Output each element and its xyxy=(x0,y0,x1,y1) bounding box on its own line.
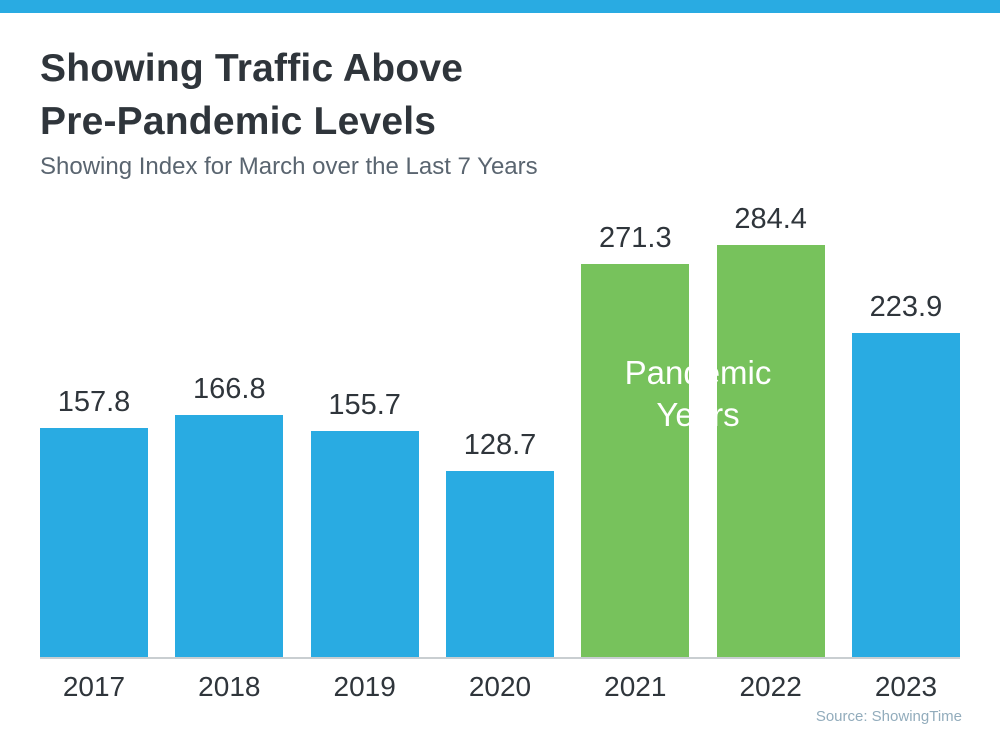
plot-area: 157.8 166.8 155.7 128.7 271.3 284.4 223.9 xyxy=(40,200,960,657)
bar-value-label-2019: 155.7 xyxy=(328,389,401,421)
bar-value-label-2023: 223.9 xyxy=(869,291,943,323)
pandemic-years-label: Pandemic Years xyxy=(572,352,824,436)
x-axis-labels: 2017 2018 2019 2020 2021 2022 2023 xyxy=(40,671,960,703)
x-tick-2019: 2019 xyxy=(333,671,396,702)
bar-column-2020: 128.7 xyxy=(445,429,554,657)
bar-column-2017: 157.8 xyxy=(40,386,148,657)
x-tick-2017: 2017 xyxy=(62,671,126,702)
bar-chart: 157.8 166.8 155.7 128.7 271.3 284.4 223.9 xyxy=(40,200,960,659)
x-tick-2018: 2018 xyxy=(198,671,261,702)
source-credit: Source: ShowingTime xyxy=(815,708,962,725)
chart-title: Showing Traffic Above Pre-Pandemic Level… xyxy=(40,42,463,148)
pandemic-years-label-line1: Pandemic xyxy=(624,354,772,391)
bar-column-2022: 284.4 xyxy=(716,203,825,657)
chart-title-line2: Pre-Pandemic Levels xyxy=(40,100,437,143)
accent-bar xyxy=(0,0,1000,13)
bar-2018 xyxy=(175,415,284,657)
bar-2021 xyxy=(581,264,690,657)
bar-2019 xyxy=(310,431,419,657)
chart-subtitle: Showing Index for March over the Last 7 … xyxy=(40,153,538,180)
x-tick-2023: 2023 xyxy=(874,671,938,702)
bar-column-2018: 166.8 xyxy=(175,373,284,657)
bar-value-label-2021: 271.3 xyxy=(599,222,672,254)
bar-column-2023: 223.9 xyxy=(851,291,960,657)
bar-column-2019: 155.7 xyxy=(310,389,419,657)
bar-value-label-2022: 284.4 xyxy=(734,203,807,235)
x-tick-2022: 2022 xyxy=(739,671,802,702)
bar-2022 xyxy=(716,245,825,657)
bar-2017 xyxy=(40,428,148,657)
bar-value-label-2017: 157.8 xyxy=(57,386,131,418)
bar-column-2021: 271.3 xyxy=(581,222,690,657)
x-tick-2020: 2020 xyxy=(468,671,532,702)
x-tick-2021: 2021 xyxy=(604,671,667,702)
pandemic-years-label-line2: Years xyxy=(656,396,740,433)
bar-2020 xyxy=(445,471,554,657)
bar-value-label-2020: 128.7 xyxy=(463,429,537,461)
bar-2023 xyxy=(851,333,960,657)
chart-title-line1: Showing Traffic Above xyxy=(40,47,464,90)
bar-value-label-2018: 166.8 xyxy=(193,373,266,405)
